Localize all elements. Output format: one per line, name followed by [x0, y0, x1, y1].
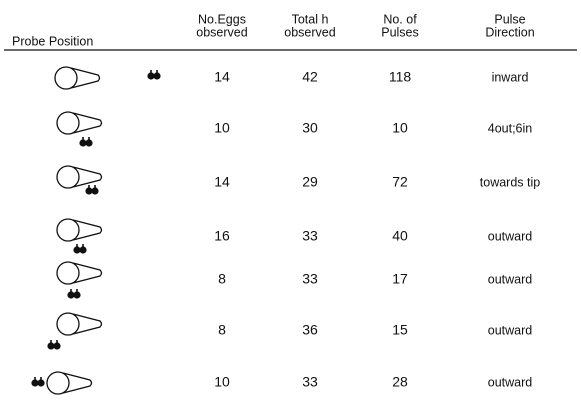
column-header: Pulse — [494, 12, 525, 26]
egg-body — [56, 111, 80, 135]
egg-cone — [72, 112, 103, 134]
table-cell: 8 — [218, 322, 226, 338]
column-header: observed — [284, 25, 335, 39]
table-cell: 10 — [214, 120, 230, 136]
egg-cone — [72, 166, 103, 188]
table-cell: 33 — [302, 271, 318, 287]
egg-body — [56, 312, 80, 336]
egg-body — [56, 261, 80, 285]
table-cell: towards tip — [480, 175, 540, 189]
egg-body — [56, 165, 80, 189]
table-cell: 15 — [392, 322, 408, 338]
table-cell: 33 — [302, 228, 318, 244]
column-header: Probe Position — [12, 34, 93, 48]
table-cell: 14 — [214, 174, 230, 190]
table-cell: 42 — [302, 69, 318, 85]
probe-position-icon — [54, 66, 161, 90]
table-cell: 28 — [392, 374, 408, 390]
table-cell: 8 — [218, 271, 226, 287]
column-header: No.Eggs — [198, 12, 246, 26]
probe-position-icon — [56, 218, 103, 254]
egg-cone — [72, 262, 103, 284]
table-cell: 10 — [214, 374, 230, 390]
table-cell: 16 — [214, 228, 230, 244]
table-cell: outward — [488, 323, 533, 337]
table-cell: 33 — [302, 374, 318, 390]
column-header: Direction — [485, 25, 534, 39]
table-cell: inward — [492, 70, 529, 84]
egg-cone — [72, 313, 103, 335]
table-cell: outward — [488, 229, 533, 243]
table-cell: 30 — [302, 120, 318, 136]
table-cell: 118 — [389, 69, 412, 85]
column-header: Total h — [292, 12, 329, 26]
table-cell: outward — [488, 272, 533, 286]
probe-position-icon — [56, 261, 103, 299]
probe-position-icon — [56, 111, 103, 147]
table-cell: 4out;6in — [488, 121, 533, 135]
egg-body — [54, 66, 78, 90]
egg-cone — [72, 219, 103, 241]
egg-body — [56, 218, 80, 242]
table-cell: 10 — [392, 120, 408, 136]
table-cell: outward — [488, 375, 533, 389]
probe-position-icon — [47, 312, 103, 350]
column-header: Pulses — [381, 25, 419, 39]
egg-body — [46, 371, 70, 395]
table-cell: 72 — [392, 174, 408, 190]
table-cell: 40 — [392, 228, 408, 244]
table-cell: 36 — [302, 322, 318, 338]
column-header: No. of — [383, 12, 417, 26]
table-cell: 17 — [392, 271, 408, 287]
column-header: observed — [196, 25, 247, 39]
table-cell: 14 — [214, 69, 230, 85]
egg-cone — [70, 67, 101, 89]
table-cell: 29 — [302, 174, 318, 190]
probe-position-icon — [31, 371, 93, 395]
egg-cone — [62, 372, 93, 394]
probe-position-icon — [56, 165, 103, 195]
